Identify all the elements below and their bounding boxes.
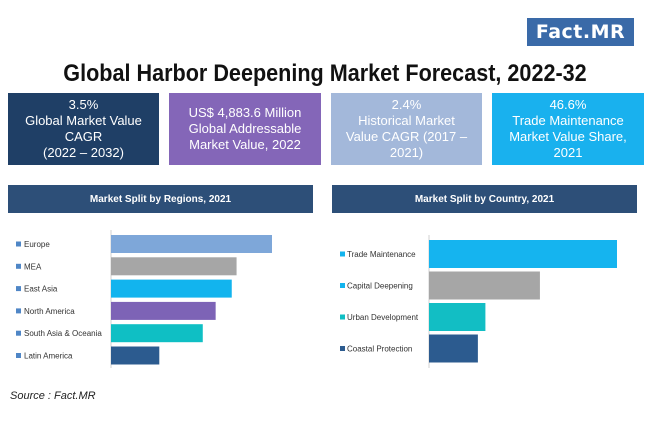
bar-3 — [429, 334, 478, 363]
stat-value: 2.4% — [391, 97, 422, 112]
stat-line: Market Value Share, — [509, 129, 627, 144]
bar-3 — [111, 301, 216, 320]
stat-value: 46.6% — [549, 97, 587, 112]
factmr-logo: Fact.MR — [527, 18, 634, 46]
stat-line: Trade Maintenance — [512, 113, 624, 128]
bar-5 — [111, 346, 160, 365]
source-note: Source : Fact.MR — [10, 390, 96, 402]
category-label-1: MEA — [24, 262, 42, 271]
bar-0 — [111, 235, 272, 253]
stat-line: CAGR — [64, 129, 103, 144]
category-label-2: Urban Development — [347, 313, 419, 322]
legend-marker-0 — [340, 251, 345, 257]
category-label-0: Trade Maintenance — [347, 250, 416, 259]
category-label-3: North America — [24, 307, 75, 316]
bar-1 — [111, 257, 237, 276]
stat-box-historical-cagr: 2.4% Historical Market Value CAGR (2017 … — [331, 93, 482, 165]
stat-line: Global Market Value — [25, 113, 142, 128]
bar-0 — [429, 240, 617, 268]
stat-line: (2022 – 2032) — [43, 145, 124, 160]
legend-marker-3 — [16, 308, 21, 314]
category-label-0: Europe — [24, 240, 50, 249]
legend-marker-1 — [340, 283, 345, 288]
stat-line: Value CAGR (2017 – — [345, 129, 468, 144]
legend-marker-1 — [16, 263, 21, 269]
stat-line: Market Value, 2022 — [189, 137, 301, 152]
bar-2 — [111, 279, 232, 298]
legend-marker-2 — [340, 314, 345, 320]
stat-box-cagr: 3.5% Global Market Value CAGR (2022 – 20… — [8, 93, 159, 165]
category-label-2: East Asia — [24, 285, 58, 294]
stat-box-market-value: US$ 4,883.6 Million Global Addressable M… — [169, 93, 321, 165]
legend-marker-4 — [16, 330, 21, 336]
bar-1 — [429, 271, 540, 300]
legend-marker-0 — [16, 241, 21, 247]
category-label-5: Latin America — [24, 352, 73, 361]
stat-value: 3.5% — [68, 97, 99, 112]
category-label-1: Capital Deepening — [347, 282, 413, 291]
country-chart-title: Market Split by Country, 2021 — [332, 185, 637, 213]
bar-4 — [111, 324, 203, 343]
legend-marker-3 — [340, 346, 345, 351]
category-label-3: Coastal Protection — [347, 345, 412, 354]
page-title: Global Harbor Deepening Market Forecast,… — [63, 60, 587, 87]
stat-line: 2021 — [553, 145, 583, 160]
legend-marker-2 — [16, 286, 21, 292]
stat-line: Global Addressable — [188, 121, 302, 136]
stat-line: 2021) — [389, 145, 424, 160]
bar-2 — [429, 303, 486, 331]
stat-line: Historical Market — [358, 113, 455, 128]
legend-marker-5 — [16, 353, 21, 358]
regions-chart-title: Market Split by Regions, 2021 — [8, 185, 313, 213]
stat-value: US$ 4,883.6 Million — [188, 105, 302, 120]
category-label-4: South Asia & Oceania — [24, 329, 102, 338]
stat-box-share: 46.6% Trade Maintenance Market Value Sha… — [492, 93, 644, 165]
